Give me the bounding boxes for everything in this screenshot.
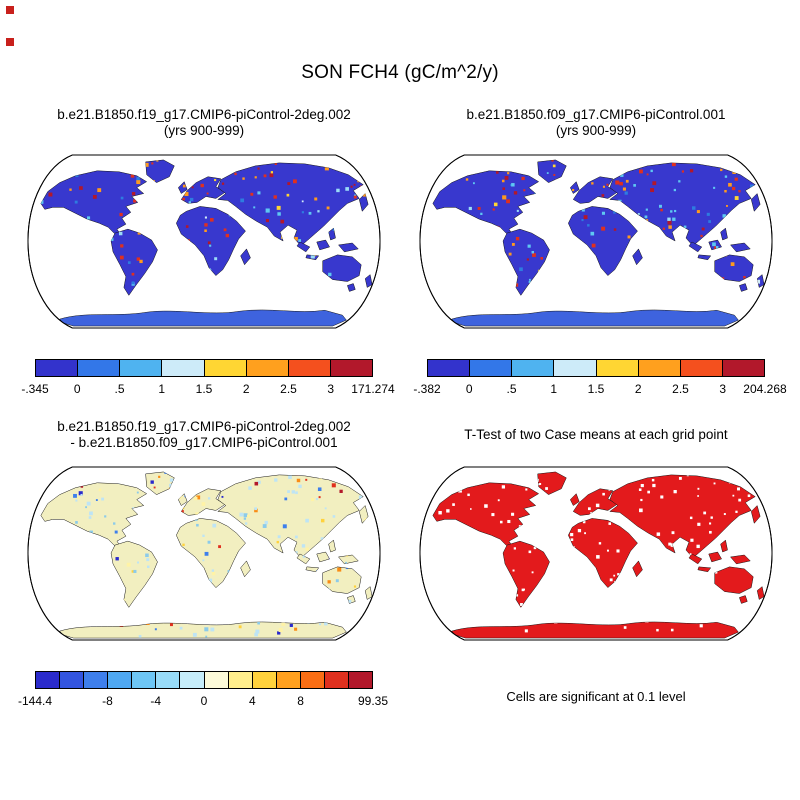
colorbar-tick-label: 171.274 — [351, 382, 395, 396]
panel-ttest-title: T-Test of two Case means at each grid po… — [400, 418, 792, 452]
colorbar-case2-labels: -.382 0 .5 1 1.5 2 2.5 3 204.268 — [413, 382, 786, 396]
colorbar-tick-label: -.382 — [413, 382, 441, 396]
colorbar-segment — [722, 360, 764, 376]
colorbar-tick-label: 2 — [634, 382, 642, 396]
colorbar-segment — [512, 360, 555, 376]
colorbar-segment — [228, 672, 253, 688]
colorbar-tick-label: 8 — [297, 694, 304, 708]
colorbar-segment — [330, 360, 372, 376]
map-case1 — [26, 150, 382, 333]
colorbar-tick-label: 4 — [248, 694, 256, 708]
colorbar-segment — [324, 672, 350, 688]
map-difference-svg — [27, 466, 381, 641]
colorbar-tick-label: .5 — [114, 382, 125, 396]
colorbar-segment — [428, 360, 471, 376]
colorbar-tick-label: -8 — [102, 694, 113, 708]
colorbar-tick-label: 99.35 — [357, 694, 389, 708]
panel-case2: b.e21.B1850.f09_g17.CMIP6-piControl.001 … — [400, 106, 792, 396]
colorbar-segment — [638, 360, 681, 376]
panel-case1-title: b.e21.B1850.f19_g17.CMIP6-piControl-2deg… — [8, 106, 400, 140]
colorbar-case1 — [35, 359, 373, 377]
colorbar-segment — [554, 360, 597, 376]
colorbar-tick-label: 0 — [73, 382, 81, 396]
colorbar-tick-label: -4 — [150, 694, 162, 708]
figure-title: SON FCH4 (gC/m^2/y) — [301, 62, 499, 83]
map-case2 — [418, 150, 774, 333]
colorbar-segment — [276, 672, 301, 688]
colorbar-segment — [204, 360, 247, 376]
colorbar-tick-label: 1 — [158, 382, 166, 396]
corner-marker-1 — [6, 6, 14, 14]
panel-case2-title-line2: (yrs 900-999) — [555, 123, 637, 138]
colorbar-case1-labels: -.345 0 .5 1 1.5 2 2.5 3 171.274 — [21, 382, 394, 396]
map-ttest — [418, 462, 774, 645]
colorbar-segment — [470, 360, 513, 376]
colorbar-segment — [132, 672, 157, 688]
colorbar-case2 — [427, 359, 765, 377]
colorbar-tick-label: 3 — [327, 382, 335, 396]
colorbar-segment — [36, 360, 79, 376]
panel-ttest-title-line: T-Test of two Case means at each grid po… — [464, 427, 728, 442]
colorbar-tick-label: 1 — [550, 382, 558, 396]
colorbar-tick-label: .5 — [506, 382, 517, 396]
map-ttest-svg — [419, 466, 773, 641]
colorbar-tick-label: 2.5 — [672, 382, 689, 396]
colorbar-segment — [288, 360, 331, 376]
colorbar-segment — [60, 672, 85, 688]
colorbar-segment — [300, 672, 325, 688]
map-case2-svg — [419, 154, 773, 329]
colorbar-segment — [36, 672, 61, 688]
corner-marker-2 — [6, 38, 14, 46]
colorbar-segment — [78, 360, 121, 376]
map-case1-svg — [27, 154, 381, 329]
colorbar-tick-label: 1.5 — [587, 382, 605, 396]
panel-difference-title-line2: - b.e21.B1850.f09_g17.CMIP6-piControl.00… — [70, 435, 338, 450]
colorbar-tick-label: 2 — [242, 382, 250, 396]
colorbar-segment — [680, 360, 723, 376]
significance-caption: Cells are significant at 0.1 level — [506, 689, 686, 704]
colorbar-tick-label: 2.5 — [280, 382, 297, 396]
colorbar-tick-label: 3 — [719, 382, 727, 396]
panel-case1-title-line1: b.e21.B1850.f19_g17.CMIP6-piControl-2deg… — [57, 107, 351, 122]
colorbar-difference-labels: -144.4 -8 -4 0 4 8 99.35 — [18, 694, 388, 708]
panel-difference-title: b.e21.B1850.f19_g17.CMIP6-piControl-2deg… — [8, 418, 400, 452]
colorbar-tick-label: 204.268 — [743, 382, 787, 396]
panel-difference-title-line1: b.e21.B1850.f19_g17.CMIP6-piControl-2deg… — [57, 419, 351, 434]
colorbar-segment — [596, 360, 639, 376]
colorbar-segment — [84, 672, 109, 688]
colorbar-tick-label: -144.4 — [17, 694, 53, 708]
panel-case1: b.e21.B1850.f19_g17.CMIP6-piControl-2deg… — [8, 106, 400, 396]
colorbar-segment — [252, 672, 277, 688]
colorbar-segment — [156, 672, 181, 688]
colorbar-tick-label: 1.5 — [195, 382, 213, 396]
colorbar-segment — [204, 672, 229, 688]
colorbar-tick-label: 0 — [465, 382, 473, 396]
panel-case1-title-line2: (yrs 900-999) — [163, 123, 245, 138]
colorbar-segment — [120, 360, 163, 376]
panel-difference: b.e21.B1850.f19_g17.CMIP6-piControl-2deg… — [8, 418, 400, 708]
colorbar-segment — [180, 672, 205, 688]
panel-case2-title: b.e21.B1850.f09_g17.CMIP6-piControl.001 … — [400, 106, 792, 140]
panel-case2-title-line1: b.e21.B1850.f09_g17.CMIP6-piControl.001 — [466, 107, 726, 122]
colorbar-difference — [35, 671, 373, 689]
colorbar-tick-label: -.345 — [21, 382, 49, 396]
panel-ttest: T-Test of two Case means at each grid po… — [400, 418, 792, 704]
colorbar-tick-label: 0 — [200, 694, 208, 708]
colorbar-segment — [349, 672, 373, 688]
map-difference — [26, 462, 382, 645]
colorbar-segment — [108, 672, 133, 688]
colorbar-segment — [162, 360, 205, 376]
colorbar-segment — [246, 360, 289, 376]
